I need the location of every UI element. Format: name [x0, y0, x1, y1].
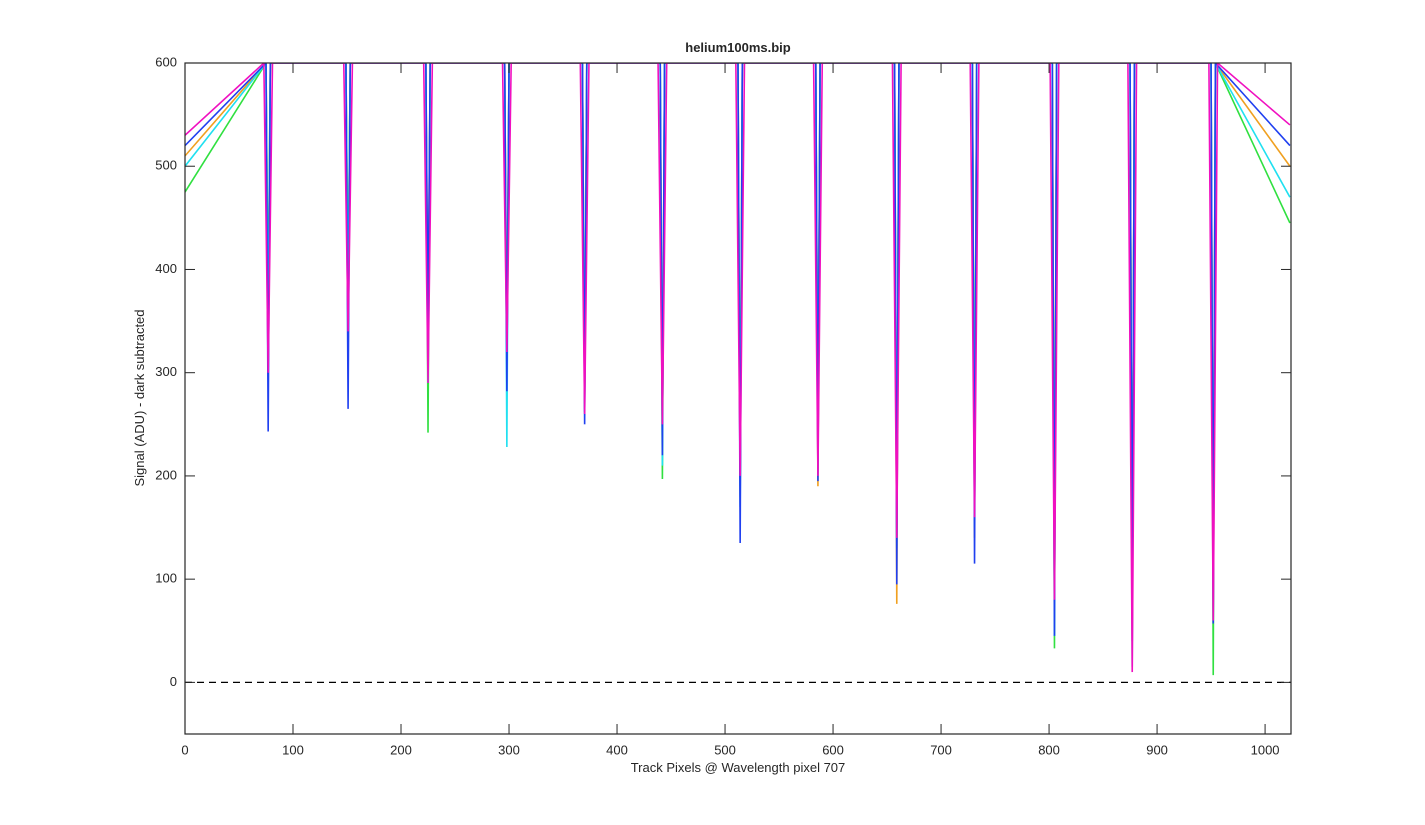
x-axis-label: Track Pixels @ Wavelength pixel 707	[631, 760, 846, 775]
x-tick-label: 900	[1146, 742, 1168, 757]
series-line	[185, 63, 1291, 673]
y-tick-label: 100	[155, 571, 177, 586]
plot-area	[185, 63, 1291, 676]
y-tick-label: 300	[155, 364, 177, 379]
x-tick-label: 800	[1038, 742, 1060, 757]
y-tick-label: 400	[155, 261, 177, 276]
y-tick-label: 0	[170, 674, 177, 689]
y-tick-label: 500	[155, 158, 177, 173]
x-tick-label: 1000	[1251, 742, 1280, 757]
x-tick-label: 200	[390, 742, 412, 757]
axes-box	[184, 62, 1292, 735]
x-tick-label: 500	[714, 742, 736, 757]
y-tick-label: 600	[155, 54, 177, 69]
x-tick-label: 100	[282, 742, 304, 757]
chart-title: helium100ms.bip	[685, 40, 791, 55]
y-tick-label: 200	[155, 467, 177, 482]
series-line	[185, 63, 1291, 642]
x-tick-label: 600	[822, 742, 844, 757]
y-axis-label: Signal (ADU) - dark subtracted	[132, 309, 147, 486]
x-tick-label: 0	[181, 742, 188, 757]
x-tick-label: 400	[606, 742, 628, 757]
x-tick-label: 300	[498, 742, 520, 757]
x-tick-label: 700	[930, 742, 952, 757]
